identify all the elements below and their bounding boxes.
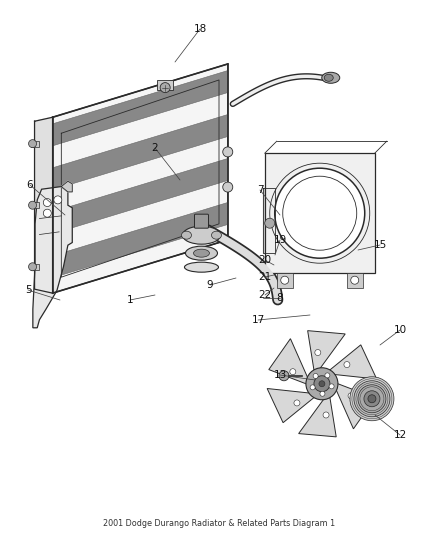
Text: 20: 20: [258, 255, 272, 265]
Polygon shape: [263, 188, 275, 253]
Text: 15: 15: [373, 240, 387, 250]
Text: 7: 7: [257, 185, 263, 195]
Polygon shape: [53, 158, 228, 234]
Circle shape: [290, 369, 296, 375]
FancyBboxPatch shape: [31, 202, 39, 208]
Circle shape: [283, 176, 357, 250]
Ellipse shape: [212, 231, 222, 239]
Polygon shape: [265, 153, 375, 273]
Text: 12: 12: [393, 430, 406, 440]
Circle shape: [28, 263, 36, 271]
Text: 2: 2: [152, 143, 158, 153]
Circle shape: [344, 361, 350, 368]
Circle shape: [350, 377, 394, 421]
Text: 5: 5: [25, 285, 31, 295]
Ellipse shape: [181, 231, 191, 239]
Text: 9: 9: [207, 280, 213, 290]
Circle shape: [223, 147, 233, 157]
FancyBboxPatch shape: [277, 273, 293, 288]
Circle shape: [364, 391, 380, 407]
Polygon shape: [53, 115, 228, 190]
Text: 2001 Dodge Durango Radiator & Related Parts Diagram 1: 2001 Dodge Durango Radiator & Related Pa…: [103, 519, 335, 528]
Circle shape: [323, 412, 329, 418]
Ellipse shape: [185, 246, 218, 260]
Circle shape: [329, 384, 334, 389]
Circle shape: [265, 218, 275, 228]
Text: 1: 1: [127, 295, 133, 305]
Polygon shape: [329, 345, 377, 379]
Circle shape: [313, 374, 318, 378]
Polygon shape: [53, 70, 228, 146]
Circle shape: [43, 209, 51, 217]
Circle shape: [281, 276, 289, 284]
Circle shape: [294, 400, 300, 406]
FancyBboxPatch shape: [347, 273, 363, 288]
Polygon shape: [61, 181, 72, 192]
Text: 18: 18: [193, 24, 207, 34]
Circle shape: [319, 381, 325, 387]
Text: 8: 8: [277, 293, 283, 303]
Circle shape: [358, 385, 386, 413]
Ellipse shape: [183, 226, 220, 244]
Circle shape: [28, 201, 36, 209]
FancyBboxPatch shape: [31, 264, 39, 270]
Polygon shape: [35, 117, 53, 293]
Text: 10: 10: [393, 325, 406, 335]
Circle shape: [28, 140, 36, 148]
Text: 22: 22: [258, 290, 272, 300]
Polygon shape: [307, 330, 345, 371]
Text: 19: 19: [273, 235, 286, 245]
Ellipse shape: [322, 72, 340, 83]
Polygon shape: [269, 338, 308, 384]
Circle shape: [325, 373, 330, 378]
Ellipse shape: [184, 262, 219, 272]
Circle shape: [279, 371, 289, 381]
Circle shape: [348, 393, 354, 399]
Circle shape: [351, 276, 359, 284]
Text: 6: 6: [27, 180, 33, 190]
FancyBboxPatch shape: [157, 79, 173, 90]
Circle shape: [368, 395, 376, 403]
Polygon shape: [33, 187, 72, 328]
Polygon shape: [336, 383, 375, 429]
Ellipse shape: [194, 249, 209, 257]
Circle shape: [354, 381, 390, 417]
Polygon shape: [53, 64, 228, 293]
Circle shape: [314, 376, 330, 392]
Polygon shape: [267, 389, 315, 423]
Circle shape: [275, 168, 365, 258]
Circle shape: [320, 391, 325, 396]
Circle shape: [310, 385, 315, 390]
Circle shape: [54, 196, 62, 204]
FancyBboxPatch shape: [194, 214, 208, 228]
Text: 21: 21: [258, 272, 272, 282]
Circle shape: [315, 350, 321, 356]
Circle shape: [160, 83, 170, 93]
Ellipse shape: [324, 74, 333, 81]
Circle shape: [43, 198, 51, 207]
Polygon shape: [299, 397, 336, 437]
FancyBboxPatch shape: [31, 141, 39, 147]
Text: 13: 13: [273, 370, 286, 380]
Circle shape: [223, 182, 233, 192]
Circle shape: [306, 368, 338, 400]
Polygon shape: [53, 203, 228, 278]
Text: 17: 17: [251, 315, 265, 325]
